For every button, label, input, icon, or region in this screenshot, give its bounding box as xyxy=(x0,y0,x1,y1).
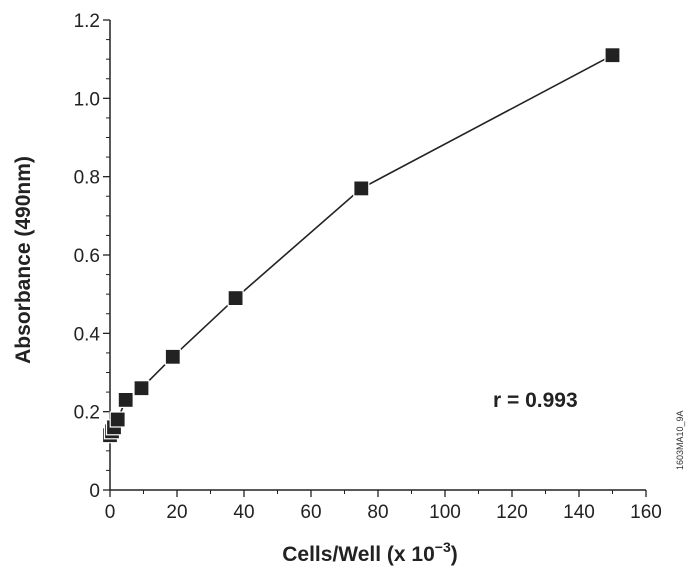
x-tick-label: 120 xyxy=(496,502,528,523)
x-tick-label: 60 xyxy=(300,502,321,523)
data-point xyxy=(109,411,126,428)
tick-marks xyxy=(103,19,647,497)
markers xyxy=(101,47,621,444)
data-point xyxy=(227,290,244,307)
x-axis-title: Cells/Well (x 10−3) xyxy=(282,539,458,566)
series-line xyxy=(109,54,613,436)
x-tick-label: 160 xyxy=(630,502,662,523)
correlation-annotation: r = 0.993 xyxy=(493,389,578,412)
x-tick-label: 100 xyxy=(429,502,461,523)
x-tick-label: 0 xyxy=(105,502,116,523)
x-axis-title-exponent: −3 xyxy=(435,539,451,555)
data-point xyxy=(604,47,621,64)
data-point xyxy=(117,391,134,408)
y-tick-label: 1.2 xyxy=(74,11,100,32)
x-axis-title-suffix: ) xyxy=(451,543,458,566)
data-point xyxy=(133,380,150,397)
figure-id: 1603MA10_9A xyxy=(675,410,685,470)
data-point xyxy=(353,180,370,197)
x-axis-title-main: Cells/Well (x 10 xyxy=(282,543,435,566)
data-point xyxy=(164,348,181,365)
x-tick-label: 140 xyxy=(563,502,595,523)
axes xyxy=(109,20,646,491)
y-tick-label: 0.4 xyxy=(74,324,101,345)
y-tick-label: 0 xyxy=(89,481,100,502)
y-tick-label: 0.6 xyxy=(74,246,100,267)
x-tick-label: 80 xyxy=(367,502,388,523)
series-line-group xyxy=(109,54,613,436)
y-tick-label: 0.8 xyxy=(74,168,100,189)
tick-labels: 0 20 40 60 80 100 120 140 160 0 0.2 0.4 0.6 0.8 1.0 1.2 xyxy=(74,11,662,523)
y-tick-label: 0.2 xyxy=(74,403,100,424)
x-tick-label: 40 xyxy=(233,502,254,523)
x-tick-label: 20 xyxy=(166,502,187,523)
y-tick-label: 1.0 xyxy=(74,89,100,110)
y-axis-title: Absorbance (490nm) xyxy=(12,156,35,364)
